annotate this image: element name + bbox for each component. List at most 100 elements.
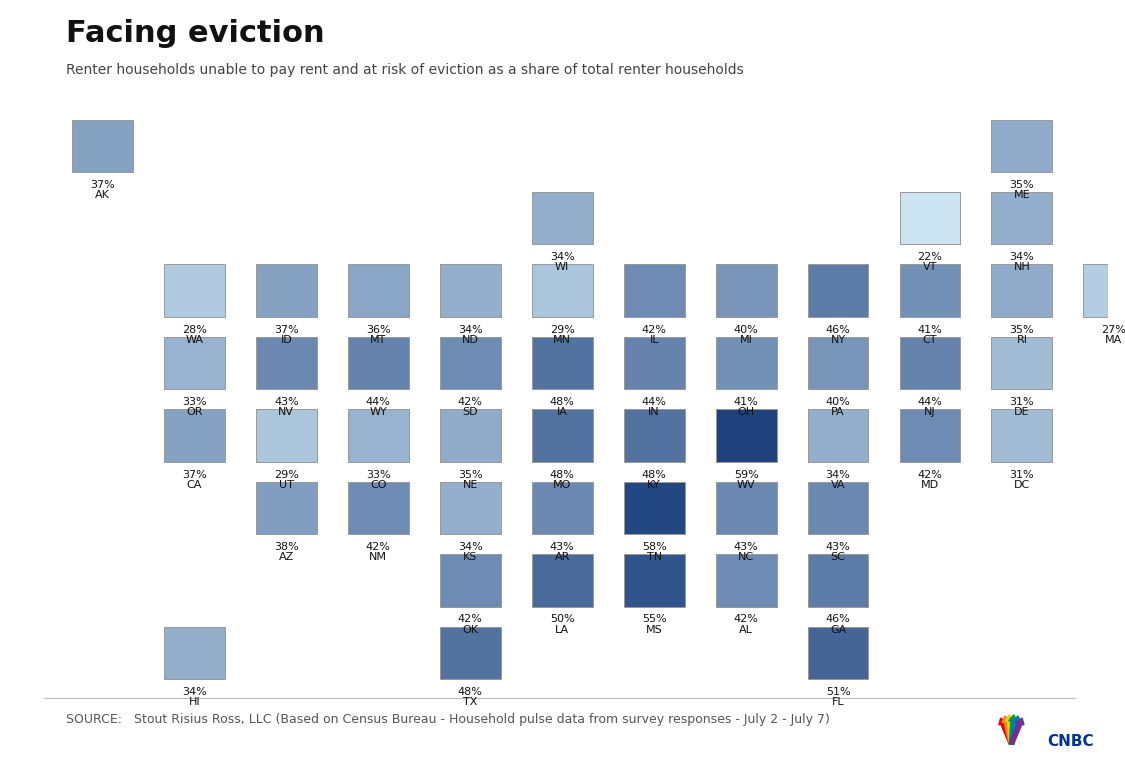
Text: 51%: 51%: [826, 687, 850, 697]
FancyBboxPatch shape: [164, 264, 225, 317]
FancyBboxPatch shape: [348, 409, 408, 462]
FancyBboxPatch shape: [991, 409, 1052, 462]
Text: 33%: 33%: [182, 397, 207, 407]
Text: 35%: 35%: [1009, 325, 1034, 335]
FancyBboxPatch shape: [164, 337, 225, 389]
Text: 35%: 35%: [1009, 180, 1034, 190]
Text: DE: DE: [1014, 407, 1029, 417]
FancyBboxPatch shape: [623, 337, 685, 389]
FancyBboxPatch shape: [440, 337, 501, 389]
Text: 48%: 48%: [641, 470, 667, 480]
FancyBboxPatch shape: [900, 337, 961, 389]
FancyBboxPatch shape: [532, 554, 593, 607]
Text: ND: ND: [461, 335, 478, 345]
Text: 22%: 22%: [918, 252, 943, 262]
FancyBboxPatch shape: [348, 264, 408, 317]
Text: WV: WV: [737, 480, 755, 490]
Text: 43%: 43%: [550, 542, 575, 552]
Text: SC: SC: [830, 552, 846, 562]
FancyBboxPatch shape: [900, 192, 961, 244]
FancyBboxPatch shape: [255, 337, 317, 389]
Text: 48%: 48%: [458, 687, 483, 697]
FancyBboxPatch shape: [532, 192, 593, 244]
Text: 48%: 48%: [550, 470, 575, 480]
Text: 28%: 28%: [182, 325, 207, 335]
Text: SD: SD: [462, 407, 478, 417]
Text: CNBC: CNBC: [1047, 735, 1094, 749]
Text: AZ: AZ: [279, 552, 294, 562]
Text: PA: PA: [831, 407, 845, 417]
Text: 40%: 40%: [734, 325, 758, 335]
FancyBboxPatch shape: [440, 554, 501, 607]
FancyBboxPatch shape: [164, 627, 225, 679]
Text: KY: KY: [647, 480, 662, 490]
Text: CT: CT: [922, 335, 937, 345]
Text: 42%: 42%: [458, 397, 483, 407]
Text: WA: WA: [186, 335, 204, 345]
FancyBboxPatch shape: [623, 264, 685, 317]
Text: WY: WY: [369, 407, 387, 417]
FancyBboxPatch shape: [440, 409, 501, 462]
Text: 46%: 46%: [826, 614, 850, 625]
Text: UT: UT: [279, 480, 294, 490]
FancyBboxPatch shape: [164, 409, 225, 462]
Text: 50%: 50%: [550, 614, 575, 625]
FancyBboxPatch shape: [991, 264, 1052, 317]
Text: SOURCE:   Stout Risius Ross, LLC (Based on Census Bureau - Household pulse data : SOURCE: Stout Risius Ross, LLC (Based on…: [66, 713, 830, 726]
Text: ME: ME: [1014, 190, 1030, 200]
FancyArrow shape: [1009, 716, 1020, 744]
Text: AK: AK: [94, 190, 110, 200]
Text: VT: VT: [922, 262, 937, 272]
Text: 43%: 43%: [734, 542, 758, 552]
FancyBboxPatch shape: [623, 482, 685, 534]
Text: 41%: 41%: [734, 397, 758, 407]
FancyBboxPatch shape: [532, 482, 593, 534]
Text: KS: KS: [464, 552, 477, 562]
FancyBboxPatch shape: [255, 409, 317, 462]
FancyBboxPatch shape: [991, 337, 1052, 389]
Text: MD: MD: [921, 480, 939, 490]
Text: 29%: 29%: [550, 325, 575, 335]
Text: WI: WI: [555, 262, 569, 272]
Text: IL: IL: [649, 335, 659, 345]
Text: MO: MO: [554, 480, 572, 490]
Text: AL: AL: [739, 625, 753, 635]
Text: 34%: 34%: [826, 470, 850, 480]
FancyBboxPatch shape: [716, 337, 776, 389]
FancyBboxPatch shape: [716, 482, 776, 534]
Text: 42%: 42%: [458, 614, 483, 625]
FancyBboxPatch shape: [532, 409, 593, 462]
Text: NM: NM: [369, 552, 387, 562]
Text: MI: MI: [739, 335, 753, 345]
FancyArrow shape: [1009, 715, 1017, 744]
FancyBboxPatch shape: [900, 264, 961, 317]
FancyBboxPatch shape: [623, 554, 685, 607]
Text: 34%: 34%: [458, 542, 483, 552]
Text: 41%: 41%: [918, 325, 943, 335]
Text: 58%: 58%: [641, 542, 666, 552]
FancyBboxPatch shape: [716, 409, 776, 462]
Text: NH: NH: [1014, 262, 1030, 272]
Text: 48%: 48%: [550, 397, 575, 407]
Text: AR: AR: [555, 552, 570, 562]
Text: 38%: 38%: [274, 542, 299, 552]
FancyBboxPatch shape: [808, 337, 868, 389]
FancyBboxPatch shape: [1083, 264, 1125, 317]
Text: TX: TX: [464, 697, 477, 707]
Text: NV: NV: [278, 407, 295, 417]
Text: IN: IN: [648, 407, 660, 417]
Text: 44%: 44%: [641, 397, 667, 407]
Text: 31%: 31%: [1009, 470, 1034, 480]
FancyBboxPatch shape: [808, 482, 868, 534]
FancyBboxPatch shape: [255, 264, 317, 317]
FancyBboxPatch shape: [255, 482, 317, 534]
Text: MS: MS: [646, 625, 663, 635]
FancyBboxPatch shape: [72, 120, 133, 172]
Text: 42%: 42%: [366, 542, 390, 552]
Text: 34%: 34%: [458, 325, 483, 335]
Text: VA: VA: [830, 480, 845, 490]
Text: IA: IA: [557, 407, 568, 417]
Text: TN: TN: [647, 552, 662, 562]
Text: LA: LA: [555, 625, 569, 635]
Text: OR: OR: [186, 407, 202, 417]
